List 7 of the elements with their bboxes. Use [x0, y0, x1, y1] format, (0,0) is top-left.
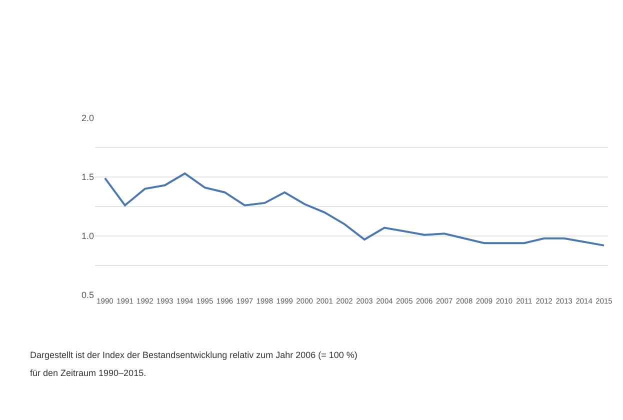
line-series: [104, 172, 606, 246]
y-tick-label: 2.0: [81, 113, 94, 124]
text: für den Zeitraum 1990–2015.: [30, 368, 146, 378]
text: Dargestellt ist der Index der Bestandsentwicklung relativ zum Jahr 2006 (= 100 %): [30, 350, 358, 360]
y-tick-label: 1.5: [81, 172, 94, 182]
y-tick-label: 0.5: [81, 290, 94, 300]
y-tick-label: 1.0: [81, 231, 94, 242]
